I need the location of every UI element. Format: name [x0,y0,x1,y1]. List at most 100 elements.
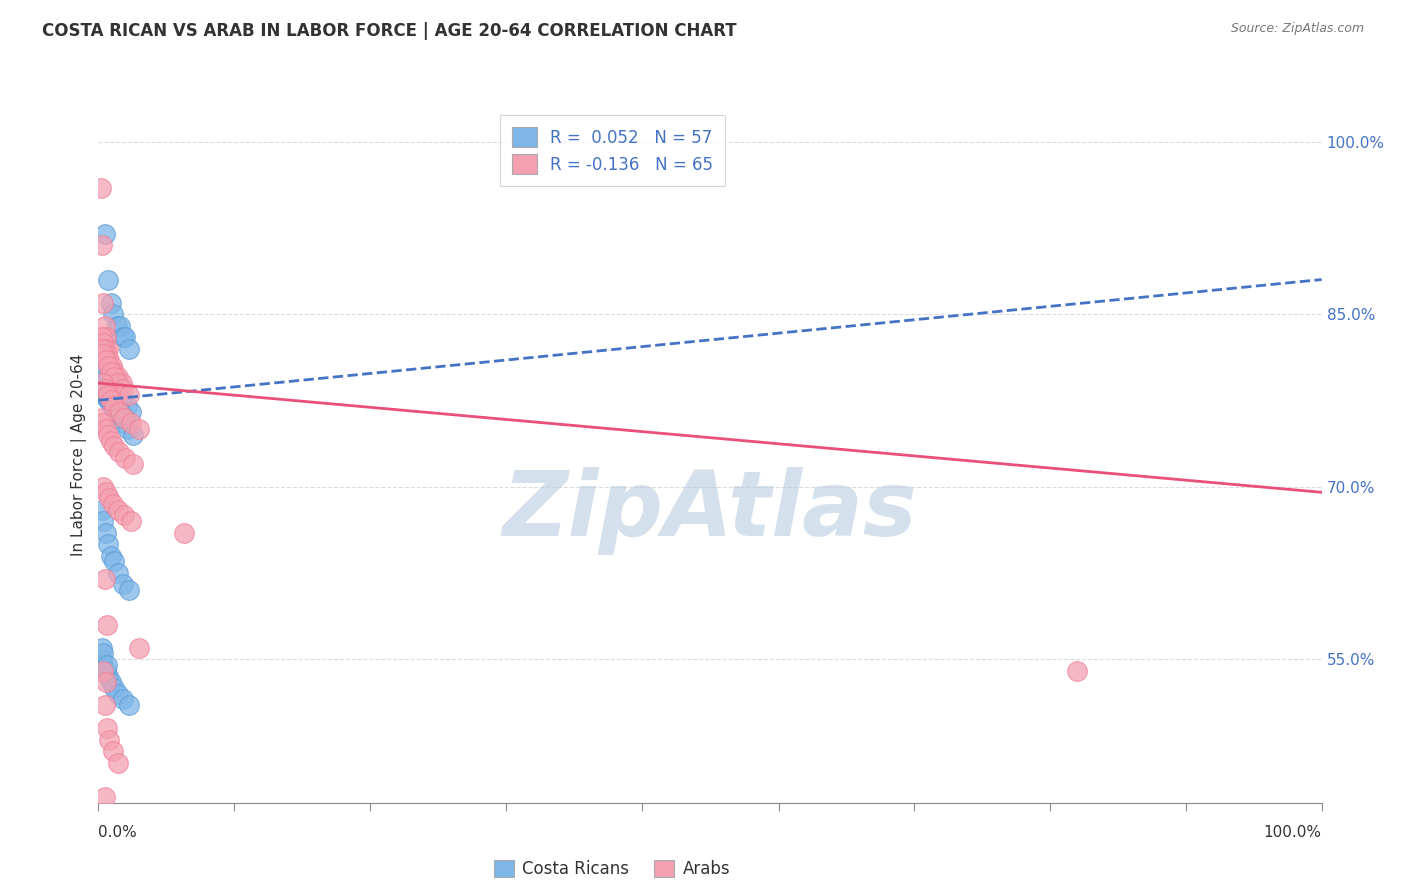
Point [91,365,114,379]
Point [97,669,120,683]
Point [98,353,121,368]
Point [100,365,122,379]
Point [98,732,121,747]
Point [93,698,115,712]
Point [100,393,122,408]
Point [93,342,115,356]
Point [107,370,129,384]
Text: 100.0%: 100.0% [1264,825,1322,840]
Point [100,549,122,563]
Point [104,405,127,419]
Point [91,376,114,390]
Point [108,405,131,419]
Point [94,664,117,678]
Y-axis label: In Labor Force | Age 20-64: In Labor Force | Age 20-64 [72,354,87,556]
Point [94,382,117,396]
Point [112,508,135,523]
Point [120,514,142,528]
Point [91,238,114,252]
Point [101,376,124,390]
Point [115,399,138,413]
Point [108,445,131,459]
Point [117,422,139,436]
Point [91,664,114,678]
Point [93,227,115,241]
Point [94,675,117,690]
Point [100,434,122,448]
Point [94,485,117,500]
Point [112,410,135,425]
Point [103,365,125,379]
Point [91,657,114,672]
Point [91,410,114,425]
Point [118,342,141,356]
Point [91,295,114,310]
Point [105,387,128,401]
Point [101,399,124,413]
Point [101,399,124,413]
Point [100,675,122,690]
Point [118,582,141,597]
Point [120,405,142,419]
Point [97,427,120,442]
Point [112,410,135,425]
Point [1066,664,1088,678]
Point [111,577,134,591]
Point [94,525,117,540]
Point [97,342,120,356]
Point [93,365,115,379]
Point [111,330,134,344]
Point [120,417,142,431]
Point [97,393,120,408]
Point [97,537,120,551]
Point [100,365,122,379]
Point [98,393,121,408]
Point [111,417,134,431]
Point [114,330,136,344]
Point [107,566,129,580]
Point [97,387,120,401]
Point [91,502,114,516]
Point [96,347,118,361]
Point [107,687,129,701]
Point [91,417,114,431]
Point [91,646,114,660]
Point [107,756,129,770]
Point [97,272,120,286]
Text: ZipAtlas: ZipAtlas [503,467,917,555]
Point [111,692,134,706]
Point [103,382,125,396]
Point [91,342,114,356]
Point [103,554,125,568]
Point [105,318,128,333]
Point [128,422,150,436]
Point [94,330,117,344]
Point [93,376,115,390]
Point [100,393,122,408]
Point [91,640,114,655]
Point [107,502,129,516]
Point [91,387,114,401]
Point [94,387,117,401]
Point [128,640,150,655]
Point [97,359,120,373]
Point [91,479,114,493]
Point [105,399,128,413]
Point [91,514,114,528]
Point [101,359,124,373]
Text: Source: ZipAtlas.com: Source: ZipAtlas.com [1230,22,1364,36]
Point [100,295,122,310]
Point [98,491,121,505]
Point [103,439,125,453]
Point [114,450,136,465]
Point [90,180,112,194]
Point [103,399,125,413]
Point [98,370,121,384]
Point [91,330,114,344]
Point [101,307,124,321]
Point [111,376,134,390]
Point [93,318,115,333]
Point [93,572,115,586]
Point [173,525,195,540]
Point [110,318,132,333]
